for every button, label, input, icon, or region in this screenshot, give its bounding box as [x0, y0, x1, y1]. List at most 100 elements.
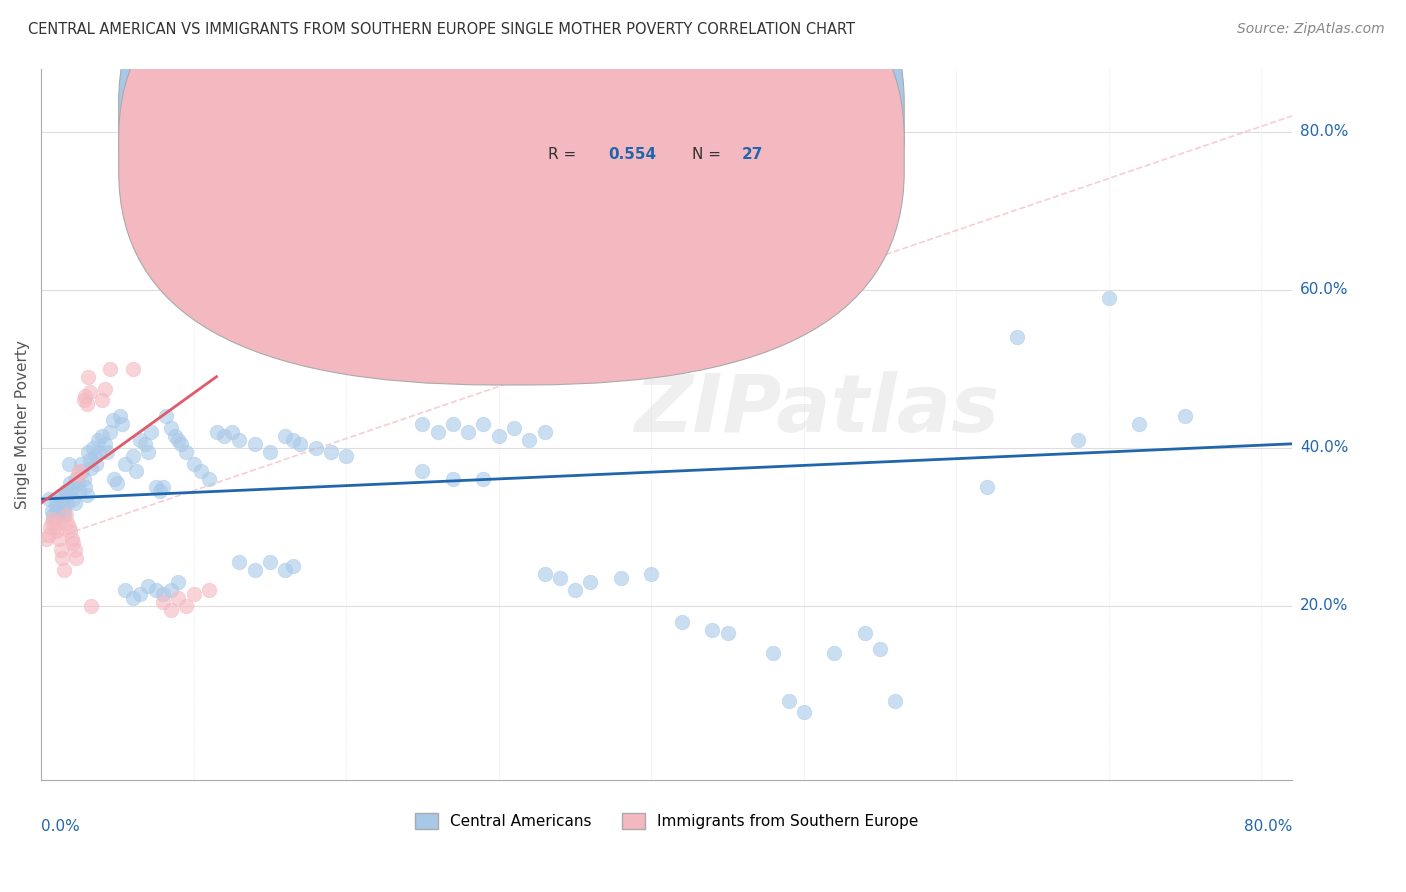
Point [136, 579, 159, 593]
Text: 80.0%: 80.0% [1244, 819, 1292, 834]
Point [205, 425, 228, 439]
Point [564, 582, 586, 597]
Point [105, 476, 128, 491]
Point [1098, 291, 1121, 305]
Point [51, 551, 73, 566]
Point [853, 626, 876, 640]
Point [98, 425, 121, 439]
Point [976, 480, 998, 494]
Point [56, 488, 79, 502]
Point [49, 543, 72, 558]
Point [94, 382, 117, 396]
Point [60, 484, 83, 499]
Point [83, 449, 105, 463]
Point [183, 457, 205, 471]
Point [671, 615, 693, 629]
Point [170, 437, 193, 451]
Point [457, 425, 479, 439]
Point [136, 444, 159, 458]
Point [56, 516, 79, 530]
Point [640, 567, 662, 582]
Point [51, 496, 73, 510]
Point [823, 646, 845, 660]
Point [75, 389, 97, 403]
Point [59, 476, 82, 491]
Point [548, 571, 571, 585]
Point [533, 567, 555, 582]
Point [53, 508, 76, 522]
Point [274, 563, 297, 577]
Point [488, 429, 510, 443]
Point [702, 623, 724, 637]
Legend: Central Americans, Immigrants from Southern Europe: Central Americans, Immigrants from South… [415, 813, 918, 829]
Text: CENTRAL AMERICAN VS IMMIGRANTS FROM SOUTHERN EUROPE SINGLE MOTHER POVERTY CORREL: CENTRAL AMERICAN VS IMMIGRANTS FROM SOUT… [28, 22, 855, 37]
Point [45, 496, 67, 510]
Point [53, 504, 76, 518]
Point [66, 476, 89, 491]
Point [101, 413, 124, 427]
Point [564, 255, 586, 269]
Point [86, 433, 108, 447]
Text: 80.0%: 80.0% [1301, 124, 1348, 139]
Point [319, 444, 342, 458]
Point [60, 480, 83, 494]
Point [152, 480, 174, 494]
Point [80, 460, 103, 475]
Point [167, 433, 190, 447]
Point [159, 603, 181, 617]
Point [149, 484, 172, 499]
Point [281, 433, 304, 447]
Point [441, 417, 464, 431]
Point [79, 452, 101, 467]
Point [228, 555, 250, 569]
Point [42, 508, 65, 522]
Point [159, 421, 181, 435]
Point [165, 429, 187, 443]
Point [76, 488, 98, 502]
Point [55, 508, 77, 522]
Point [103, 472, 125, 486]
Text: 0.135: 0.135 [607, 112, 655, 127]
Point [139, 425, 162, 439]
Point [49, 488, 72, 502]
Point [610, 571, 633, 585]
Point [129, 433, 152, 447]
Point [793, 706, 815, 720]
Point [48, 532, 70, 546]
Point [91, 393, 114, 408]
Point [45, 524, 67, 538]
Point [96, 444, 118, 458]
Point [129, 587, 152, 601]
Point [411, 417, 433, 431]
Point [60, 532, 83, 546]
Point [69, 457, 91, 471]
Point [94, 437, 117, 451]
Point [579, 259, 602, 273]
Point [58, 457, 80, 471]
Point [198, 472, 221, 486]
Point [167, 591, 190, 605]
Point [58, 520, 80, 534]
Point [38, 492, 60, 507]
Point [114, 582, 136, 597]
Point [533, 425, 555, 439]
Text: Source: ZipAtlas.com: Source: ZipAtlas.com [1237, 22, 1385, 37]
Point [145, 582, 167, 597]
Point [716, 626, 738, 640]
Point [411, 465, 433, 479]
Point [1007, 330, 1029, 344]
Point [65, 551, 87, 566]
Point [65, 472, 87, 486]
Point [46, 516, 69, 530]
Point [174, 444, 197, 458]
Point [134, 437, 156, 451]
Point [76, 397, 98, 411]
Point [46, 504, 69, 518]
Point [198, 582, 221, 597]
Text: ZIPatlas: ZIPatlas [634, 371, 1000, 449]
Point [441, 472, 464, 486]
Text: R =: R = [548, 147, 576, 162]
Point [41, 516, 63, 530]
Point [174, 599, 197, 613]
Point [503, 421, 526, 435]
